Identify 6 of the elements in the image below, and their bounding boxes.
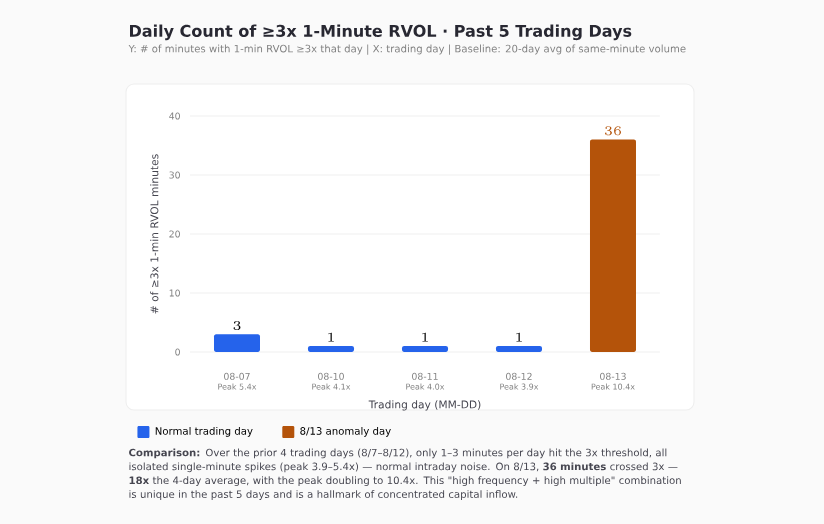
bar [495,346,542,353]
bar [402,346,448,353]
bar [307,346,354,353]
bar [214,334,260,353]
bar [589,139,636,353]
chart-title: Daily Count of ≥3x 1-Minute RVOL · Past 5 Trading Days [130,24,632,41]
